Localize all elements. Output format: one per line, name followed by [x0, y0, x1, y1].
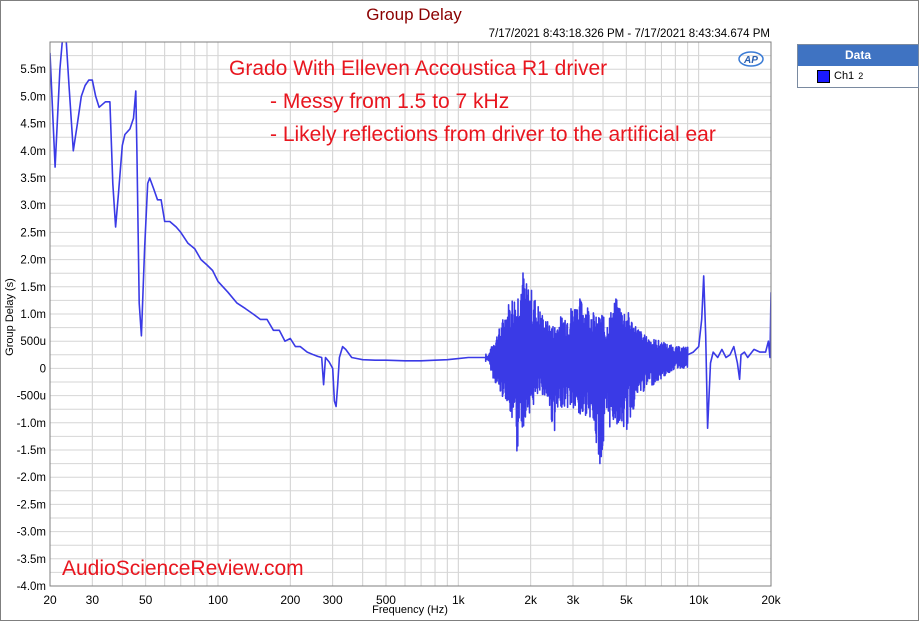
- x-tick-label: 200: [280, 593, 300, 607]
- y-tick-label: 3.0m: [20, 200, 46, 212]
- legend-title: Data: [798, 45, 918, 66]
- y-tick-label: -2.5m: [17, 499, 46, 511]
- x-tick-label: 20k: [761, 593, 781, 607]
- x-tick-label: 5k: [620, 593, 634, 607]
- ap-logo-text: AP: [743, 55, 758, 66]
- y-tick-label: 1.0m: [20, 309, 46, 321]
- ap-logo: AP: [738, 51, 764, 67]
- watermark-audiosciencereview: AudioScienceReview.com: [62, 557, 304, 580]
- chart-title: Group Delay: [366, 5, 462, 24]
- legend: Data Ch1 2: [797, 44, 919, 88]
- x-tick-label: 30: [86, 593, 100, 607]
- y-tick-label: -2.0m: [17, 472, 46, 484]
- x-tick-label: 300: [323, 593, 343, 607]
- legend-item-ch1[interactable]: Ch1 2: [798, 66, 918, 86]
- y-tick-label: 3.5m: [20, 173, 46, 185]
- y-tick-label: -1.5m: [17, 445, 46, 457]
- x-tick-label: 500: [376, 593, 396, 607]
- y-tick-label: 2.0m: [20, 255, 46, 267]
- series-line-ch1: [50, 42, 771, 465]
- y-tick-label: 500u: [20, 336, 46, 348]
- annotation-reflections: - Likely reflections from driver to the …: [270, 123, 716, 146]
- grid: [49, 41, 772, 587]
- y-tick-label: -4.0m: [17, 581, 46, 593]
- y-tick-label: -3.5m: [17, 554, 46, 566]
- y-tick-label: 5.5m: [20, 64, 46, 76]
- x-tick-label: 100: [208, 593, 228, 607]
- x-axis-label: Frequency (Hz): [372, 604, 448, 616]
- y-tick-label: -500u: [17, 391, 46, 403]
- annotation-title: Grado With Elleven Accoustica R1 driver: [229, 57, 607, 80]
- y-tick-label: 4.5m: [20, 119, 46, 131]
- x-tick-label: 50: [139, 593, 153, 607]
- legend-swatch: [817, 69, 830, 83]
- axis-ticks: 20 30 50 100 200 300 500 1k 2k 3k 5k 10k 20k 5.5m 5.0m…: [17, 64, 782, 607]
- y-tick-label: 0: [40, 363, 46, 375]
- y-tick-label: 4.0m: [20, 146, 46, 158]
- y-tick-label: -3.0m: [17, 527, 46, 539]
- annotation-messy: - Messy from 1.5 to 7 kHz: [270, 90, 509, 113]
- legend-label: Ch1: [834, 70, 855, 82]
- y-tick-label: -1.0m: [17, 418, 46, 430]
- x-tick-label: 20: [43, 593, 57, 607]
- y-tick-label: 1.5m: [20, 282, 46, 294]
- plot-border: [49, 41, 772, 587]
- x-tick-label: 3k: [567, 593, 581, 607]
- x-tick-label: 10k: [689, 593, 709, 607]
- legend-sublabel: 2: [858, 71, 864, 81]
- y-axis-label: Group Delay (s): [4, 278, 16, 356]
- timestamp-label: 7/17/2021 8:43:18.326 PM - 7/17/2021 8:4…: [489, 28, 770, 40]
- y-tick-label: 5.0m: [20, 91, 46, 103]
- series-ch1: [50, 42, 771, 465]
- x-tick-label: 1k: [452, 593, 466, 607]
- x-tick-label: 2k: [524, 593, 538, 607]
- y-tick-label: 2.5m: [20, 227, 46, 239]
